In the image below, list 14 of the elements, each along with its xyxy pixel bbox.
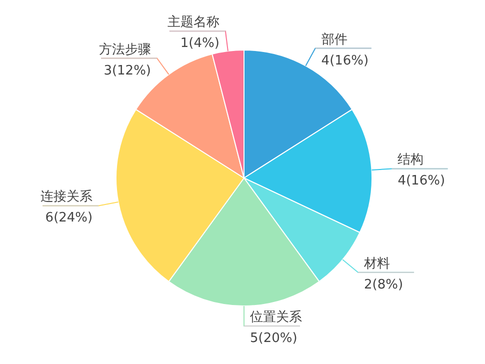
slice-label: 部件 [321, 32, 348, 48]
data-label: 4(16%) [321, 53, 369, 68]
slice-label: 方法步骤 [99, 41, 152, 58]
data-label: 2(8%) [364, 277, 404, 292]
slice-label: 位置关系 [250, 310, 302, 325]
slice-label: 主题名称 [167, 14, 220, 30]
data-label: 3(12%) [104, 63, 152, 78]
slice-label: 材料 [363, 256, 390, 272]
data-label: 1(4%) [180, 36, 220, 52]
data-label: 4(16%) [398, 174, 446, 189]
slice-label: 连接关系 [40, 190, 93, 205]
data-label: 6(24%) [45, 210, 93, 226]
slice-label: 结构 [398, 152, 424, 168]
data-label: 5(20%) [250, 331, 298, 346]
